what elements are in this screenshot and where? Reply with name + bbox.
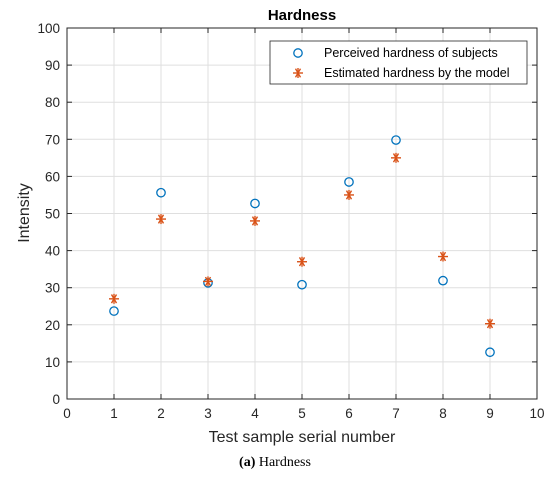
x-tick-label: 2 <box>157 406 165 421</box>
y-tick-label: 50 <box>45 207 60 222</box>
y-tick-label: 30 <box>45 281 60 296</box>
caption-text: Hardness <box>258 455 311 470</box>
data-point-perceived <box>485 347 495 358</box>
x-tick-label: 4 <box>251 406 259 421</box>
data-point-perceived <box>344 177 354 187</box>
x-tick-label: 8 <box>439 406 447 421</box>
y-tick-label: 100 <box>37 21 60 36</box>
data-point-perceived <box>109 306 119 316</box>
data-point-perceived <box>391 135 401 145</box>
x-tick-label: 3 <box>204 406 212 421</box>
data-point-estimated <box>250 215 260 226</box>
legend-marker-estimated <box>293 68 303 78</box>
y-tick-label: 0 <box>52 392 60 407</box>
data-point-estimated <box>438 251 448 262</box>
data-point-estimated <box>391 152 401 163</box>
y-tick-label: 60 <box>45 169 60 184</box>
data-point-perceived <box>156 187 166 198</box>
x-tick-label: 7 <box>392 406 400 421</box>
y-tick-label: 10 <box>45 355 60 370</box>
y-axis-label: Intensity <box>16 183 33 243</box>
data-point-estimated <box>297 256 307 267</box>
legend-circle-marker <box>293 48 303 58</box>
data-point-estimated <box>109 293 119 304</box>
data-point-estimated <box>203 276 213 287</box>
x-tick-label: 5 <box>298 406 306 421</box>
x-tick-label: 1 <box>110 406 118 421</box>
legend-asterisk-marker <box>293 68 303 78</box>
legend-label-perceived: Perceived hardness of subjects <box>324 46 498 60</box>
x-tick-label: 0 <box>63 406 71 421</box>
y-tick-label: 90 <box>45 58 60 73</box>
y-tick-label: 40 <box>45 244 60 259</box>
x-tick-label: 10 <box>529 406 544 421</box>
data-marks <box>109 135 495 358</box>
y-tick-label: 80 <box>45 95 60 110</box>
chart-title: Hardness <box>268 7 336 24</box>
x-tick-label: 9 <box>486 406 494 421</box>
data-point-estimated <box>156 214 166 225</box>
y-tick-label: 20 <box>45 318 60 333</box>
y-tick-label: 70 <box>45 132 60 147</box>
data-point-perceived <box>250 198 260 209</box>
legend: Perceived hardness of subjects Estimated… <box>269 40 528 85</box>
x-axis-label: Test sample serial number <box>209 429 396 446</box>
caption-label: (a) <box>239 455 256 470</box>
data-point-perceived <box>297 279 307 290</box>
data-point-estimated <box>344 189 354 200</box>
legend-marker-perceived <box>293 48 303 58</box>
data-point-perceived <box>438 275 448 286</box>
x-tick-label: 6 <box>345 406 353 421</box>
legend-label-estimated: Estimated hardness by the model <box>324 66 510 80</box>
data-point-estimated <box>485 318 495 329</box>
figure-caption: (a) Hardness <box>0 455 550 471</box>
legend-box <box>269 40 528 85</box>
